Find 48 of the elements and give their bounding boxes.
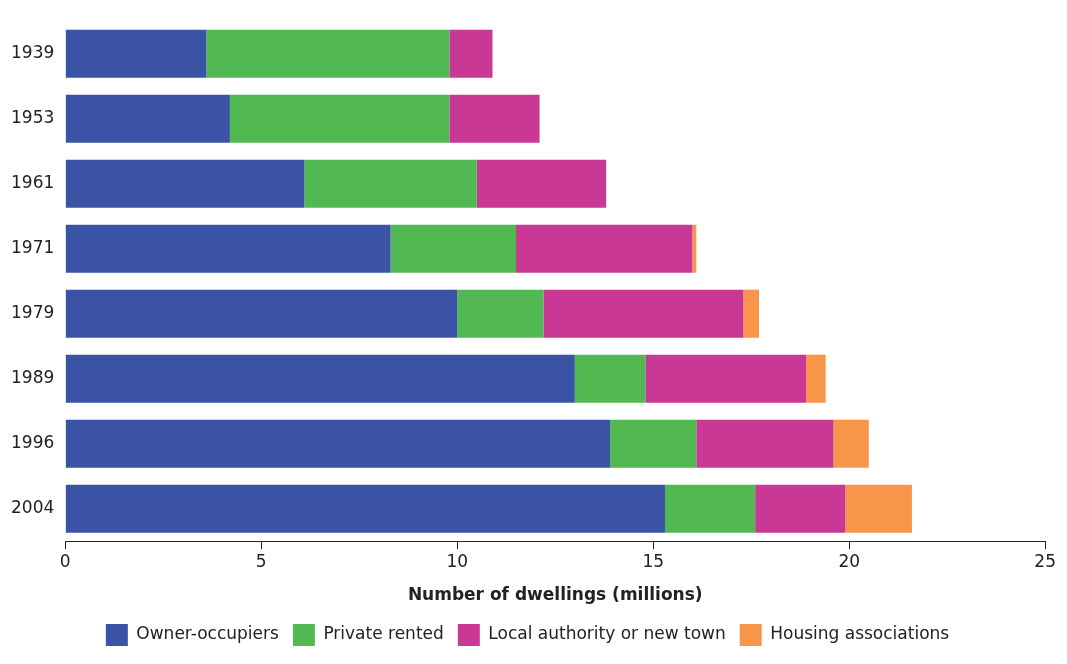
bar [65,224,391,273]
bar [304,159,477,208]
x-tick-label: 10 [446,550,469,571]
bar [845,484,912,533]
bar [65,289,458,338]
bar [574,354,646,403]
bar [449,29,493,78]
bar [390,224,517,273]
legend-label: Private rented [323,623,444,644]
legend-label: Owner-occupiers [136,623,280,644]
x-tick-label: 15 [642,550,665,571]
bar [833,419,869,468]
bar [457,289,544,338]
bar [806,354,826,403]
bar [743,289,760,338]
bar [449,94,540,143]
bar [476,159,607,208]
bar [664,484,756,533]
bar [65,29,207,78]
y-tick-label: 1979 [11,302,55,323]
y-tick-label: 1996 [11,432,55,453]
bar [610,419,697,468]
legend-label: Housing associations [770,623,950,644]
x-tick-label: 0 [59,550,71,571]
x-axis-title: Number of dwellings (millions) [407,584,703,605]
bar [696,419,834,468]
bar [65,94,230,143]
y-tick-label: 1961 [11,172,55,193]
x-tick-label: 5 [255,550,267,571]
bar [645,354,807,403]
bar [65,159,305,208]
bar [516,224,693,273]
x-tick-label: 20 [838,550,861,571]
bar [755,484,846,533]
x-tick-label: 25 [1034,550,1056,571]
y-tick-label: 1971 [11,237,55,258]
bar [65,419,611,468]
bar [65,354,575,403]
y-tick-label: 1939 [11,42,55,63]
y-tick-label: 1989 [11,367,55,388]
bar [692,224,697,273]
y-tick-label: 2004 [11,497,55,518]
bar [65,484,665,533]
bar [229,94,450,143]
y-tick-label: 1953 [11,107,55,128]
bar [206,29,450,78]
legend-label: Local authority or new town [488,623,726,644]
bar [543,289,744,338]
